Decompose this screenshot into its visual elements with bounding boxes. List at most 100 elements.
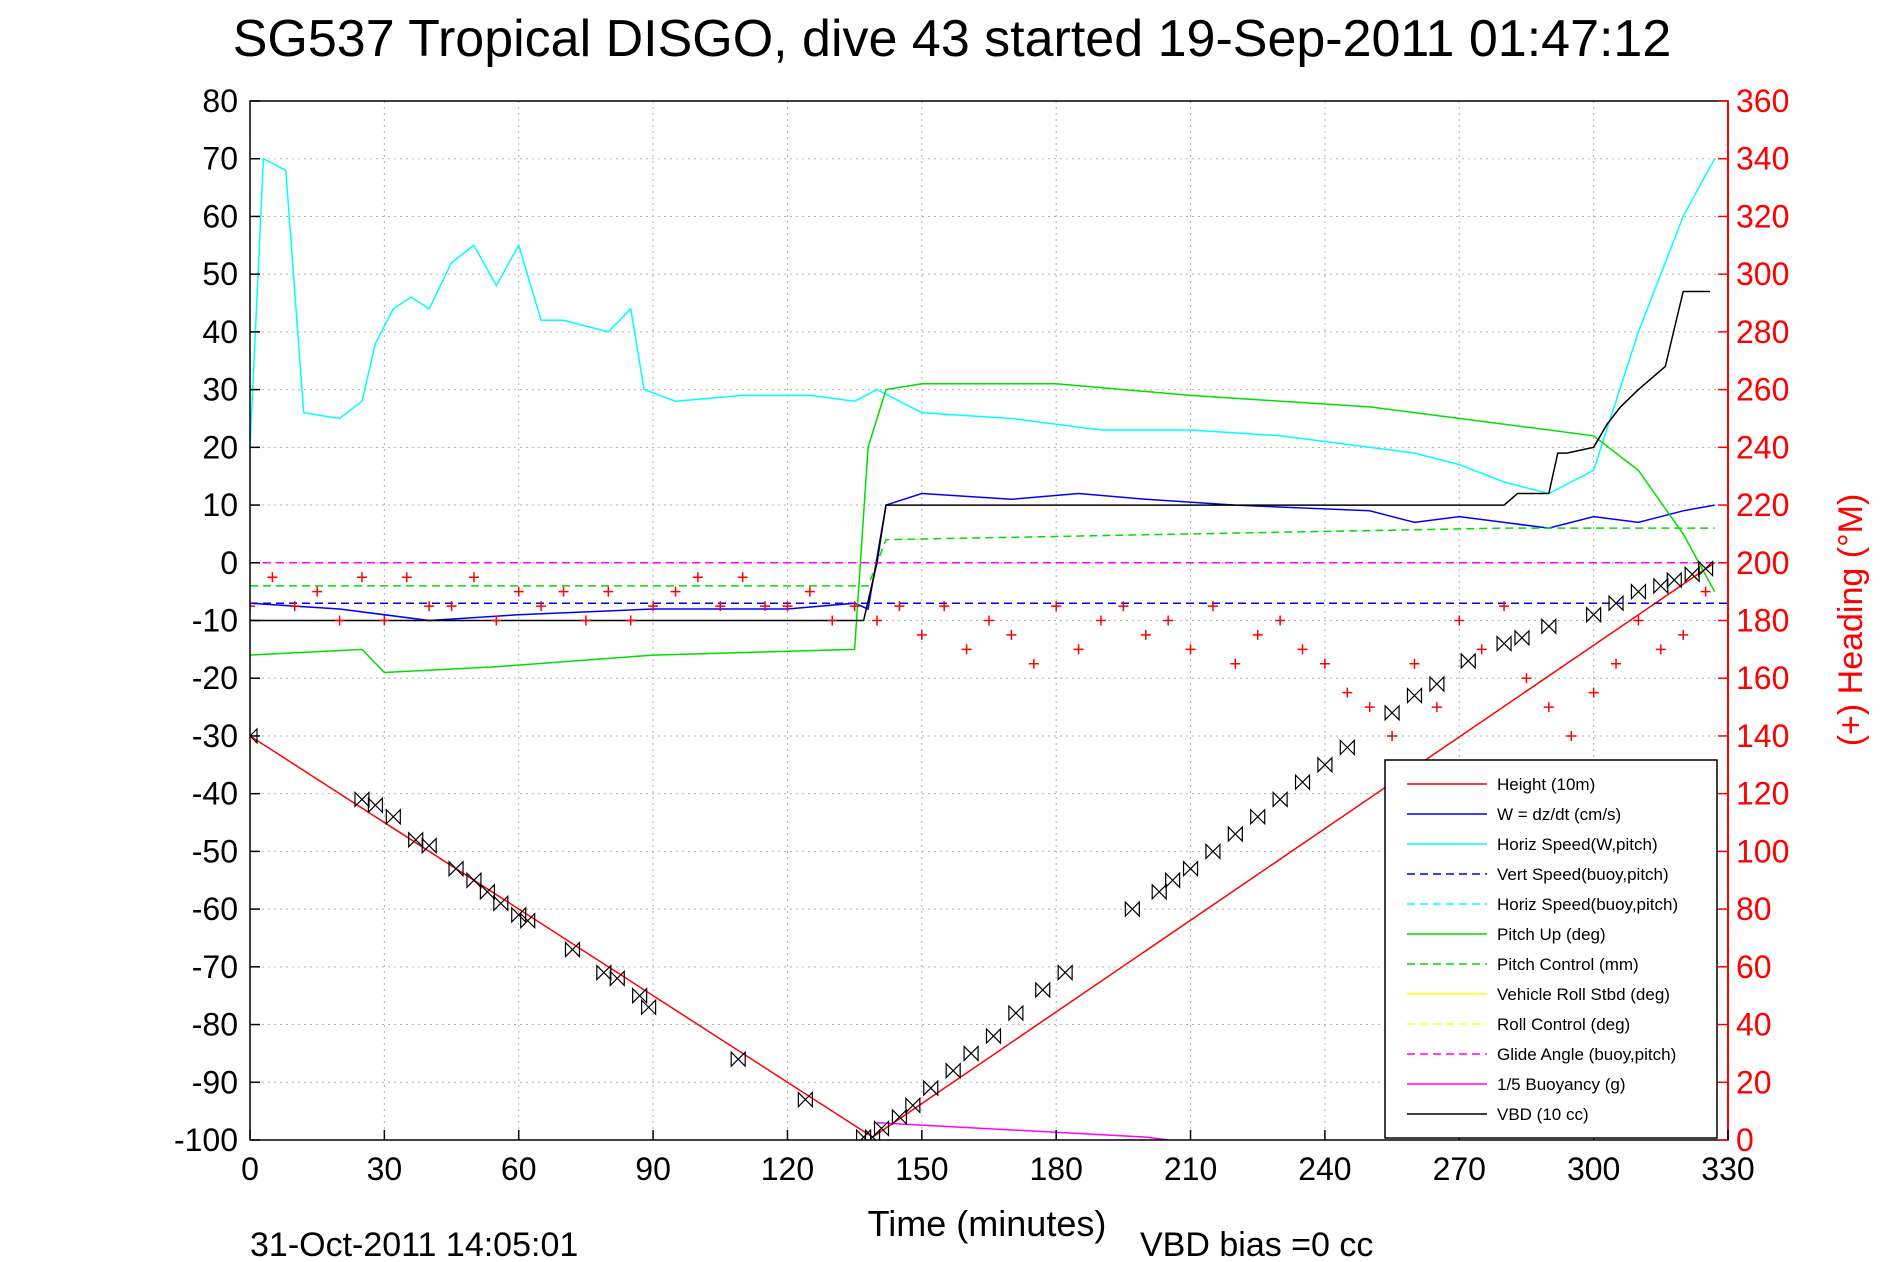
height-marker [1294, 773, 1311, 791]
legend-label: Horiz Speed(W,pitch) [1497, 835, 1658, 854]
right-tick-label: 60 [1736, 949, 1772, 985]
right-tick-label: 300 [1736, 256, 1789, 292]
height-marker [1124, 900, 1140, 918]
heading-point [250, 601, 255, 612]
y-tick-label: 60 [202, 198, 238, 234]
marker-layer [250, 560, 1714, 1140]
height-marker [1630, 583, 1647, 601]
heading-point [692, 572, 703, 583]
heading-point [1655, 644, 1666, 655]
legend-label: Pitch Up (deg) [1497, 925, 1606, 944]
height-marker [632, 987, 648, 1005]
x-tick-label: 120 [761, 1151, 814, 1187]
heading-point [1409, 658, 1420, 669]
series-line-8 [250, 290, 1711, 622]
heading-point [984, 615, 994, 626]
legend: Height (10m) W = dz/dt (cm/s) Horiz Speed(… [1384, 759, 1718, 1139]
heading-point [424, 601, 435, 612]
right-tick-label: 320 [1736, 198, 1789, 234]
x-tick-label: 210 [1164, 1151, 1217, 1187]
legend-label: Pitch Control (mm) [1497, 955, 1639, 974]
y-tick-label: -10 [192, 603, 238, 639]
heading-point [1476, 644, 1487, 655]
right-tick-label: 140 [1736, 718, 1789, 754]
right-tick-label: 220 [1736, 487, 1789, 523]
heading-point [1252, 629, 1263, 640]
right-tick-label: 180 [1736, 603, 1789, 639]
height-marker [873, 1120, 890, 1137]
y-tick-label: -30 [192, 718, 238, 754]
legend-label: VBD (10 cc) [1497, 1105, 1589, 1124]
right-tick-label: 240 [1736, 429, 1789, 465]
legend-label: Vert Speed(buoy,pitch) [1497, 865, 1669, 884]
height-marker [408, 831, 424, 849]
heading-point [536, 601, 547, 612]
height-marker [1272, 790, 1288, 808]
right-tick-label: 100 [1736, 833, 1789, 869]
height-marker [367, 796, 384, 814]
heading-point [1387, 730, 1398, 741]
y-tick-label: 10 [202, 487, 238, 523]
series-line-7 [876, 1121, 1169, 1140]
height-marker [1541, 617, 1557, 635]
height-marker [1165, 871, 1181, 889]
height-marker [1429, 675, 1445, 693]
right-tick-label: 160 [1736, 660, 1789, 696]
height-marker [1406, 687, 1423, 704]
height-marker [963, 1044, 979, 1062]
x-tick-label: 30 [367, 1151, 403, 1187]
y-tick-label: 40 [202, 314, 238, 350]
heading-point [916, 629, 927, 640]
heading-point [513, 586, 524, 597]
x-axis-ticks: 0 30 60 90 120 150 180 210 240 270 300 330 [241, 1130, 1755, 1187]
heading-point [558, 586, 569, 597]
heading-point [849, 601, 860, 612]
heading-point [580, 615, 591, 626]
height-marker [493, 894, 509, 912]
heading-point [782, 601, 793, 612]
heading-point [379, 615, 390, 626]
heading-point [1275, 615, 1286, 626]
right-tick-label: 360 [1736, 83, 1789, 119]
heading-point [939, 601, 950, 612]
x-tick-label: 150 [895, 1151, 948, 1187]
height-marker [641, 998, 657, 1016]
height-marker [985, 1027, 1002, 1045]
height-marker [479, 883, 495, 901]
height-marker [1460, 652, 1476, 670]
chart-title: SG537 Tropical DISGO, dive 43 started 19… [233, 10, 1672, 68]
heading-point [1454, 615, 1465, 626]
height-marker [905, 1096, 921, 1114]
vbd-bias-footer: VBD bias =0 cc [1140, 1226, 1373, 1262]
heading-point [401, 572, 412, 583]
height-marker [1035, 981, 1051, 999]
heading-point [267, 572, 278, 583]
height-marker [1205, 842, 1221, 860]
heading-point [491, 615, 502, 626]
x-tick-label: 330 [1701, 1151, 1754, 1187]
heading-point [1095, 615, 1106, 626]
right-tick-label: 20 [1736, 1064, 1772, 1100]
height-marker [945, 1062, 961, 1080]
y-tick-label: 20 [202, 429, 238, 465]
height-marker [609, 969, 625, 987]
right-tick-label: 260 [1736, 372, 1789, 408]
y-tick-label: 70 [202, 141, 238, 177]
heading-point [625, 615, 636, 626]
heading-point [1543, 702, 1554, 713]
series-line-5 [250, 527, 1715, 587]
heading-point [760, 601, 771, 612]
x-axis-label: Time (minutes) [868, 1203, 1107, 1244]
heading-point [1364, 702, 1375, 713]
height-marker [1182, 860, 1199, 878]
height-marker [466, 871, 482, 889]
height-marker [421, 837, 437, 855]
height-marker [596, 964, 612, 982]
heading-point [468, 572, 479, 583]
height-marker [1608, 594, 1624, 612]
height-marker [354, 790, 370, 808]
heading-point [1140, 629, 1151, 640]
heading-point [1499, 601, 1510, 612]
right-tick-label: 200 [1736, 545, 1789, 581]
